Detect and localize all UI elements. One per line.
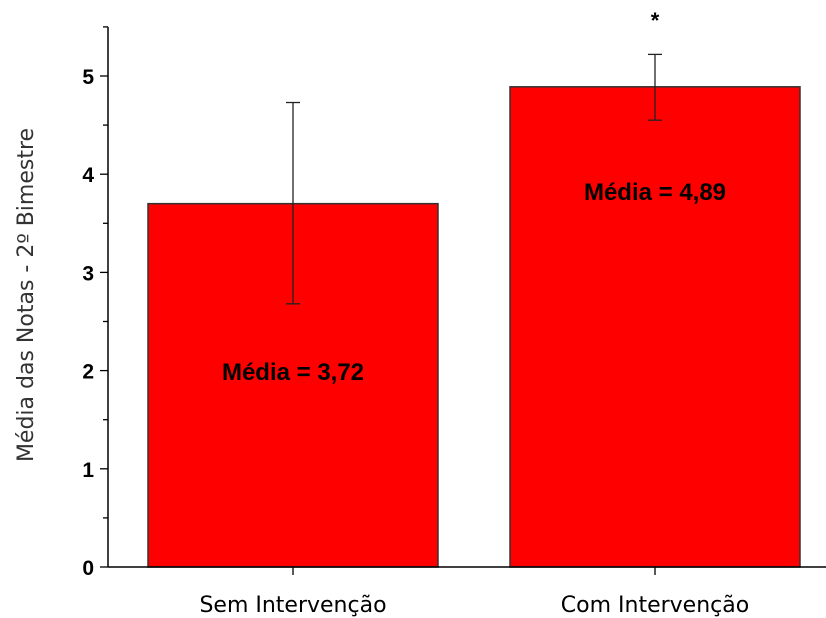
bar-value-label: Média = 3,72 <box>222 359 364 386</box>
significance-marker: * <box>651 8 660 33</box>
plot-area: Média = 3,72 Média = 4,89 * 0 1 2 3 4 5 Sem Inter… <box>82 8 826 618</box>
bar <box>509 86 801 568</box>
y-tick-label: 2 <box>82 361 94 384</box>
y-tick-label: 1 <box>82 459 94 482</box>
error-bar <box>286 101 300 305</box>
x-tick-label: Sem Intervenção <box>199 593 386 618</box>
bar-value-label: Média = 4,89 <box>584 179 726 206</box>
y-axis-title: Média das Notas - 2º Bimestre <box>14 128 39 462</box>
x-tick-label: Com Intervenção <box>561 593 749 618</box>
y-tick-label: 5 <box>82 66 94 89</box>
error-bar <box>648 53 662 121</box>
y-tick-label: 4 <box>82 164 94 187</box>
y-tick-label: 3 <box>82 262 94 285</box>
y-tick-label: 0 <box>82 557 94 580</box>
